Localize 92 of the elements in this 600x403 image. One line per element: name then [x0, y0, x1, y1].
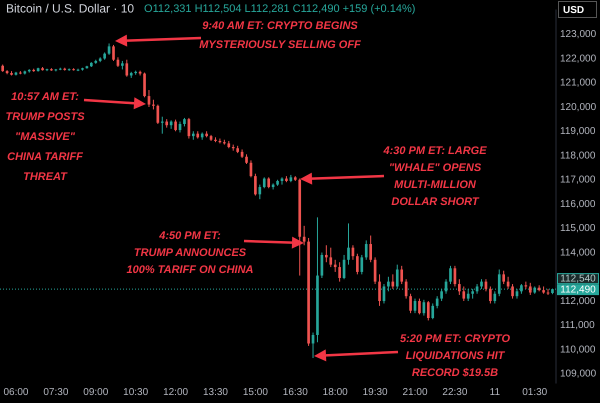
y-axis-title: USD — [563, 4, 584, 16]
candlestick — [392, 274, 394, 290]
y-tick-label: 116,000 — [560, 198, 596, 210]
candlestick — [462, 286, 466, 302]
candlestick — [245, 154, 248, 164]
candlestick — [528, 282, 532, 296]
candlestick — [352, 244, 354, 260]
candlestick — [188, 117, 190, 140]
y-tick-label: 119,000 — [560, 126, 596, 138]
candlestick — [484, 278, 488, 292]
candlestick — [422, 299, 426, 316]
candlestick — [312, 332, 314, 359]
candlestick — [454, 265, 456, 287]
y-tick-label: 112,000 — [560, 296, 596, 307]
x-tick-label: 21:00 — [402, 386, 428, 398]
x-tick-label: 06:00 — [3, 386, 29, 398]
candlestick — [436, 296, 439, 309]
candlestick — [112, 44, 115, 62]
candlestick — [320, 252, 324, 278]
candlestick — [156, 104, 160, 124]
y-tick-label: 115,000 — [560, 223, 596, 234]
annotation: 10:57 AM ET: TRUMP POSTS "MASSIVE" CHINA TARIFF THREAT — [5, 91, 86, 184]
candlestick — [502, 270, 506, 285]
y-tick-label: 109,000 — [560, 368, 597, 380]
chart-title: Bitcoin / U.S. Dollar · 10 — [6, 1, 134, 16]
text: 112,540 — [560, 273, 596, 284]
x-tick-label: 12:00 — [163, 386, 189, 398]
candlestick — [506, 276, 510, 290]
candlestick — [431, 302, 434, 320]
candlestick — [449, 265, 452, 285]
y-tick-label: 123,000 — [560, 29, 597, 40]
candlestick — [409, 293, 412, 314]
x-tick-label: 13:30 — [202, 386, 228, 398]
annotation: 4:30 PM ET: LARGE "WHALE" OPENS MULTI-MILLION DOLLAR SHORT — [382, 145, 488, 208]
candlestick — [342, 254, 346, 280]
y-tick-label: 111,000 — [560, 320, 596, 332]
x-tick-label: 19:30 — [362, 386, 388, 398]
candlestick — [338, 262, 341, 282]
candlestick — [258, 184, 262, 200]
y-tick-label: 121,000 — [560, 78, 597, 89]
y-tick-label: 117,000 — [560, 174, 596, 186]
candlestick — [369, 235, 372, 263]
y-tick-label: 110,000 — [560, 344, 596, 356]
x-tick-label: 15:00 — [242, 386, 268, 398]
candlestick — [148, 90, 150, 108]
candlestick — [458, 278, 461, 296]
candlestick — [152, 99, 155, 110]
candlestick — [116, 56, 120, 68]
candlestick — [374, 256, 376, 285]
x-tick-label: 22:30 — [442, 386, 468, 398]
y-tick-label: 120,000 — [560, 102, 597, 113]
candlestick — [334, 259, 337, 272]
candlestick — [489, 286, 492, 304]
x-tick-label: 10:30 — [123, 386, 149, 398]
candlestick — [125, 59, 128, 78]
y-tick-label: 122,000 — [560, 53, 597, 64]
chart-subtitle: O112,331 H112,504 L112,281 C112,490 +159 (+0.14%) — [144, 3, 416, 16]
x-tick-label: 01:30 — [522, 386, 548, 398]
candlestick — [174, 119, 177, 132]
candlestick — [267, 176, 270, 189]
candlestick — [143, 72, 146, 98]
candlestick — [360, 254, 364, 275]
annotation: 4:50 PM ET: TRUMP ANNOUNCES 100% TARIFF ON CHINA — [126, 230, 254, 276]
x-tick-label: 16:30 — [282, 386, 308, 398]
candlestick — [250, 160, 252, 178]
y-tick-label: 118,000 — [560, 150, 596, 162]
candlestick — [108, 42, 110, 56]
candlestick — [254, 173, 257, 196]
candlestick — [160, 116, 164, 134]
candlestick — [400, 265, 404, 285]
annotation: 5:20 PM ET: CRYPTO LIQUIDATIONS HIT RECORD $19.5B — [400, 333, 510, 380]
x-tick-label: 09:00 — [83, 386, 109, 398]
candlestick — [329, 247, 332, 268]
y-tick-label: 114,000 — [560, 247, 596, 258]
candlestick — [493, 290, 496, 304]
x-tick-label: 07:30 — [43, 386, 69, 398]
candlestick — [418, 298, 421, 315]
candlestick — [378, 274, 381, 306]
candlestick — [404, 278, 408, 300]
candlestick — [356, 253, 359, 275]
annotation: 9:40 AM ET: CRYPTO BEGINS MYSTERIOUSLY SELLING OFF — [199, 20, 362, 52]
candlestick — [511, 284, 514, 300]
ref-line-label: 112,490 — [560, 284, 596, 296]
candlestick — [325, 244, 328, 263]
x-tick-label: 11 — [490, 386, 500, 398]
x-tick-label: 18:00 — [322, 386, 348, 398]
candlestick — [178, 121, 182, 133]
candlestick — [364, 240, 368, 260]
candlestick — [262, 176, 266, 189]
candlestick — [414, 298, 416, 314]
candlestick — [347, 222, 350, 266]
candlestick — [426, 300, 430, 321]
